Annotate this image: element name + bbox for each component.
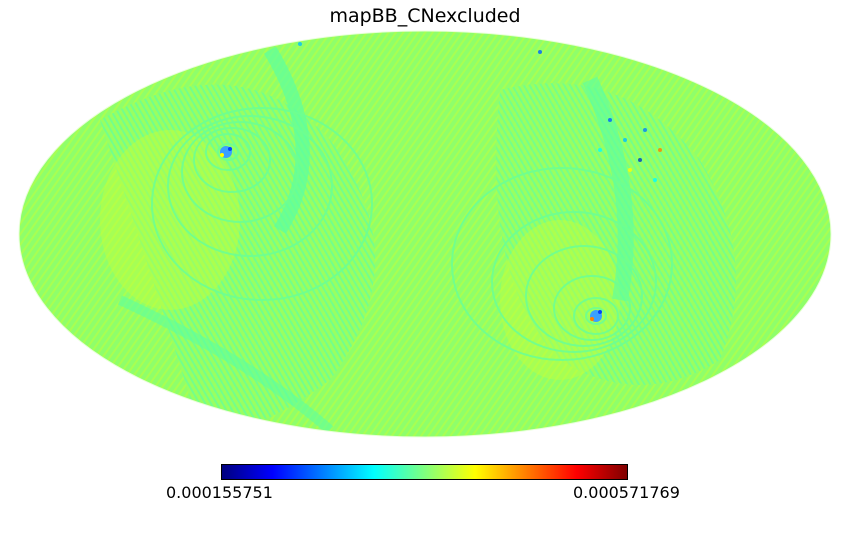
mollweide-map (18, 30, 832, 438)
cyan-streak-right (582, 76, 634, 302)
noise-patch-top-right (298, 42, 662, 182)
swirl-band-right (496, 83, 736, 386)
map-outline (18, 30, 832, 438)
colorbar-min-label: 0.000155751 (166, 483, 273, 502)
map-title: mapBB_CNexcluded (329, 5, 521, 27)
swirl-rings-left (151, 107, 373, 301)
sky-map-body (19, 31, 831, 437)
yellow-region-left (100, 130, 240, 310)
colorbar-max-label: 0.000571769 (573, 483, 680, 502)
cyan-streak-top (263, 46, 310, 234)
swirl-center-left (220, 146, 232, 158)
swirl-center-right (590, 310, 602, 322)
yellow-region-right (500, 220, 620, 380)
cyan-streak-bottom-left (117, 295, 334, 434)
swirl-rings-right (451, 167, 673, 361)
colorbar (221, 464, 628, 480)
